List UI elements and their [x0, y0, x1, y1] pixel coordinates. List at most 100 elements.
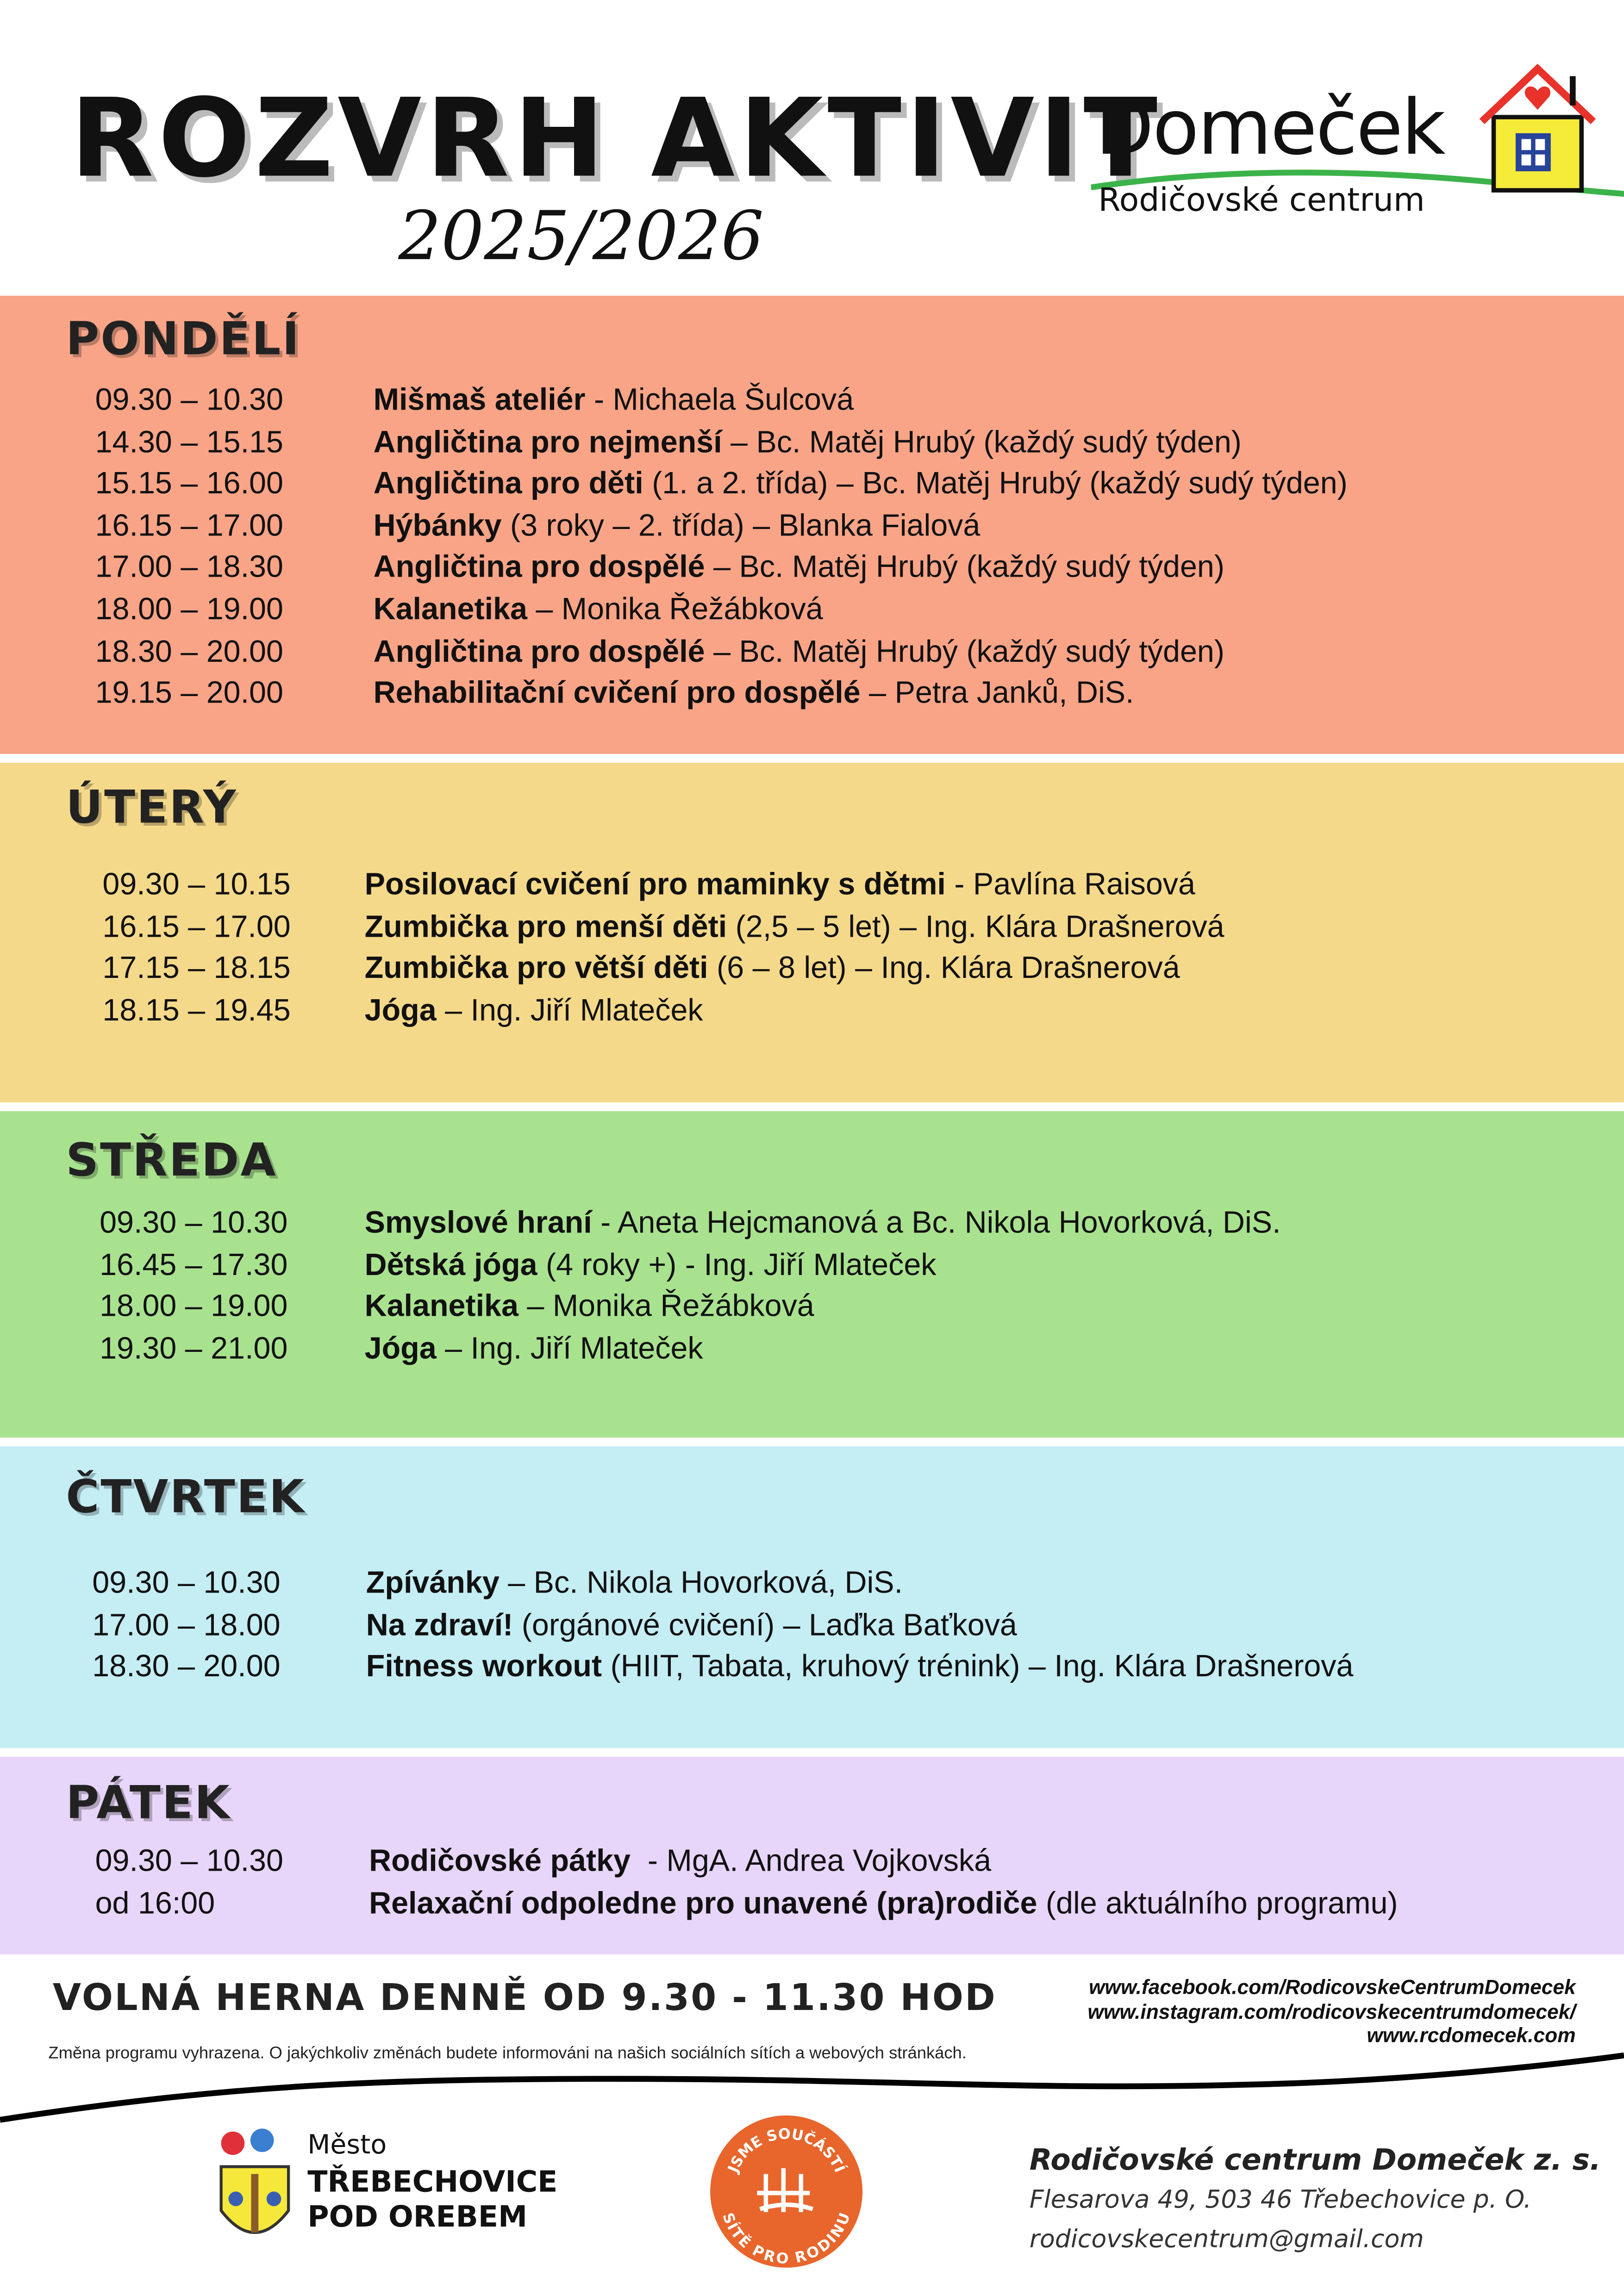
time-range: 16.15 – 17.00 — [95, 509, 283, 543]
activity-name: Fitness workout — [366, 1650, 602, 1684]
city-logo-line: POD OREBEM — [307, 2199, 528, 2234]
schedule-row: 17.00 – 18.30 Angličtina pro dospělé – Bc… — [0, 548, 1624, 590]
logo-name: Domeček — [1095, 85, 1446, 173]
activity: Mišmaš ateliér - Michaela Šulcová — [374, 380, 854, 422]
schedule-row: 16.45 – 17.30 Dětská jóga (4 roky +) - In… — [0, 1245, 1624, 1287]
schedule-row: 16.15 – 17.00 Zumbička pro menší děti (2,… — [0, 907, 1624, 949]
activity: Angličtina pro dospělé – Bc. Matěj Hrubý… — [374, 548, 1224, 590]
activity-details: – Monika Řežábková — [518, 1290, 814, 1324]
time-range: 16.45 – 17.30 — [100, 1248, 288, 1282]
activity-details: (3 roky – 2. třída) – Blanka Fialová — [501, 509, 981, 543]
activity-list: 09.30 – 10.30 Mišmaš ateliér - Michaela Š… — [0, 380, 1624, 716]
city-logo-line: TŘEBECHOVICE — [307, 2164, 558, 2199]
activity-list: 09.30 – 10.30 Zpívánky – Bc. Nikola Hovor… — [0, 1563, 1624, 1689]
activity: Jóga – Ing. Jiří Mlateček — [365, 991, 703, 1033]
time-range: 16.15 – 17.00 — [102, 910, 291, 944]
time-range: 09.30 – 10.30 — [95, 383, 283, 417]
activity-details: – Bc. Matěj Hrubý (každý sudý týden) — [705, 635, 1224, 669]
activity: Fitness workout (HIIT, Tabata, kruhový t… — [366, 1647, 1354, 1689]
activity: Angličtina pro dospělé – Bc. Matěj Hrubý… — [374, 632, 1224, 673]
activity: Angličtina pro děti (1. a 2. třída) – Bc… — [374, 464, 1348, 506]
organization-name: Rodičovské centrum Domeček z. s. — [1029, 2141, 1601, 2177]
activity: Angličtina pro nejmenší – Bc. Matěj Hrub… — [374, 423, 1242, 464]
time-range: 14.30 – 15.15 — [95, 425, 283, 459]
time-range: 17.00 – 18.30 — [95, 551, 283, 585]
schedule-row: 15.15 – 16.00 Angličtina pro děti (1. a 2… — [0, 464, 1624, 506]
time-range: 09.30 – 10.15 — [102, 868, 291, 902]
activity-list: 09.30 – 10.15 Posilovací cvičení pro mami… — [0, 865, 1624, 1033]
activity-details: (2,5 – 5 let) – Ing. Klára Drašnerová — [727, 910, 1224, 944]
schedule-row: 09.30 – 10.30 Zpívánky – Bc. Nikola Hovor… — [0, 1563, 1624, 1605]
schedule-row: 17.15 – 18.15 Zumbička pro větší děti (6 … — [0, 949, 1624, 990]
schedule-row: 09.30 – 10.30 Smyslové hraní - Aneta Hejc… — [0, 1203, 1624, 1245]
time-range: 18.30 – 20.00 — [95, 635, 283, 669]
activity-name: Na zdraví! — [366, 1608, 513, 1642]
activity: Rehabilitační cvičení pro dospělé – Petr… — [374, 674, 1134, 716]
schedule-row: 17.00 – 18.00 Na zdraví! (orgánové cvičen… — [0, 1605, 1624, 1647]
activity: Hýbánky (3 roky – 2. třída) – Blanka Fia… — [374, 506, 981, 548]
day-heading: PONDĚLÍ — [66, 313, 301, 366]
activity-name: Hýbánky — [373, 509, 502, 543]
activity: Kalanetika – Monika Řežábková — [365, 1287, 814, 1329]
time-range: 09.30 – 10.30 — [100, 1206, 288, 1240]
sit-pro-rodinu-badge: JSME SOUČÁSTÍ SÍTĚ PRO RODINU — [707, 2112, 866, 2271]
coat-of-arms-icon — [219, 2128, 290, 2234]
time-range: 18.00 – 19.00 — [95, 592, 283, 627]
activity: Zumbička pro větší děti (6 – 8 let) – In… — [365, 949, 1180, 990]
activity-name: Mišmaš ateliér — [373, 383, 586, 417]
day-heading: STŘEDA — [66, 1134, 277, 1188]
activity-details: – Petra Janků, DiS. — [860, 676, 1134, 710]
time-range: od 16:00 — [95, 1886, 215, 1920]
activity-details: - Aneta Hejcmanová a Bc. Nikola Hovorkov… — [592, 1206, 1281, 1240]
activity-name: Rodičovské pátky — [369, 1844, 631, 1879]
organization-address: Flesarova 49, 503 46 Třebechovice p. O. — [1029, 2185, 1532, 2215]
activity-name: Angličtina pro nejmenší — [373, 425, 722, 459]
organization-email[interactable]: rodicovskecentrum@gmail.com — [1029, 2225, 1424, 2255]
time-range: 17.15 – 18.15 — [102, 952, 291, 986]
day-streda: STŘEDA 09.30 – 10.30 Smyslové hraní - Ane… — [0, 1111, 1624, 1438]
activity-name: Jóga — [364, 994, 437, 1027]
schedule-row: 09.30 – 10.15 Posilovací cvičení pro mami… — [0, 865, 1624, 907]
time-range: 18.15 – 19.45 — [102, 994, 291, 1027]
school-year: 2025/2026 — [398, 196, 764, 275]
time-range: 18.30 – 20.00 — [92, 1650, 281, 1684]
activity: Na zdraví! (orgánové cvičení) – Laďka Ba… — [366, 1605, 1017, 1647]
activity-name: Posilovací cvičení pro maminky s dětmi — [364, 868, 946, 902]
trebechovice-logo: Město TŘEBECHOVICE POD OREBEM — [212, 2123, 557, 2255]
social-links: www.facebook.com/RodicovskeCentrumDomece… — [1087, 1975, 1575, 2047]
schedule-row: 18.00 – 19.00 Kalanetika – Monika Řežábko… — [0, 590, 1624, 632]
schedule-row: 09.30 – 10.30 Mišmaš ateliér - Michaela Š… — [0, 380, 1624, 422]
activity-name: Zpívánky — [366, 1566, 500, 1600]
organization-contact: Rodičovské centrum Domeček z. s. Flesaro… — [1030, 2137, 1601, 2260]
time-range: 19.15 – 20.00 — [95, 676, 283, 710]
schedule-row: 14.30 – 15.15 Angličtina pro nejmenší – B… — [0, 423, 1624, 464]
schedule-row: 19.30 – 21.00 Jóga – Ing. Jiří Mlateček — [0, 1329, 1624, 1370]
schedule-row: 16.15 – 17.00 Hýbánky (3 roky – 2. třída)… — [0, 506, 1624, 548]
page-title: ROZVRH AKTIVIT — [70, 76, 1162, 202]
website-link[interactable]: www.rcdomecek.com — [1367, 2023, 1576, 2047]
activity-details: (orgánové cvičení) – Laďka Baťková — [513, 1608, 1017, 1642]
activity: Jóga – Ing. Jiří Mlateček — [365, 1329, 703, 1370]
activity-name: Zumbička pro menší děti — [364, 910, 727, 944]
domecek-logo: Domeček Rodičovské centrum — [1091, 59, 1624, 227]
activity-details: - MgA. Andrea Vojkovská — [631, 1844, 992, 1879]
logo-subtitle: Rodičovské centrum — [1098, 183, 1425, 220]
activity-details: (4 roky +) - Ing. Jiří Mlateček — [537, 1248, 937, 1282]
instagram-link[interactable]: www.instagram.com/rodicovskecentrumdomec… — [1087, 1999, 1576, 2022]
activity-name: Jóga — [364, 1332, 437, 1366]
house-icon — [1091, 63, 1624, 197]
activity: Rodičovské pátky - MgA. Andrea Vojkovská — [369, 1842, 991, 1883]
facebook-link[interactable]: www.facebook.com/RodicovskeCentrumDomece… — [1088, 1975, 1576, 1998]
activity-details: – Bc. Matěj Hrubý (každý sudý týden) — [722, 425, 1242, 459]
activity: Zumbička pro menší děti (2,5 – 5 let) – … — [365, 907, 1224, 949]
activity: Relaxační odpoledne pro unavené (pra)rod… — [369, 1884, 1398, 1925]
day-heading: ÚTERÝ — [66, 782, 237, 835]
schedule-row: 09.30 – 10.30 Rodičovské pátky - MgA. And… — [0, 1842, 1624, 1883]
open-playroom-notice: VOLNÁ HERNA DENNĚ OD 9.30 - 11.30 HOD — [52, 1976, 997, 2019]
activity-details: – Bc. Nikola Hovorková, DiS. — [499, 1566, 903, 1600]
day-patek: PÁTEK 09.30 – 10.30 Rodičovské pátky - Mg… — [0, 1756, 1624, 1954]
time-range: 09.30 – 10.30 — [92, 1566, 281, 1600]
schedule-row: 19.15 – 20.00 Rehabilitační cvičení pro d… — [0, 674, 1624, 716]
activity-name: Angličtina pro dospělé — [373, 635, 705, 669]
